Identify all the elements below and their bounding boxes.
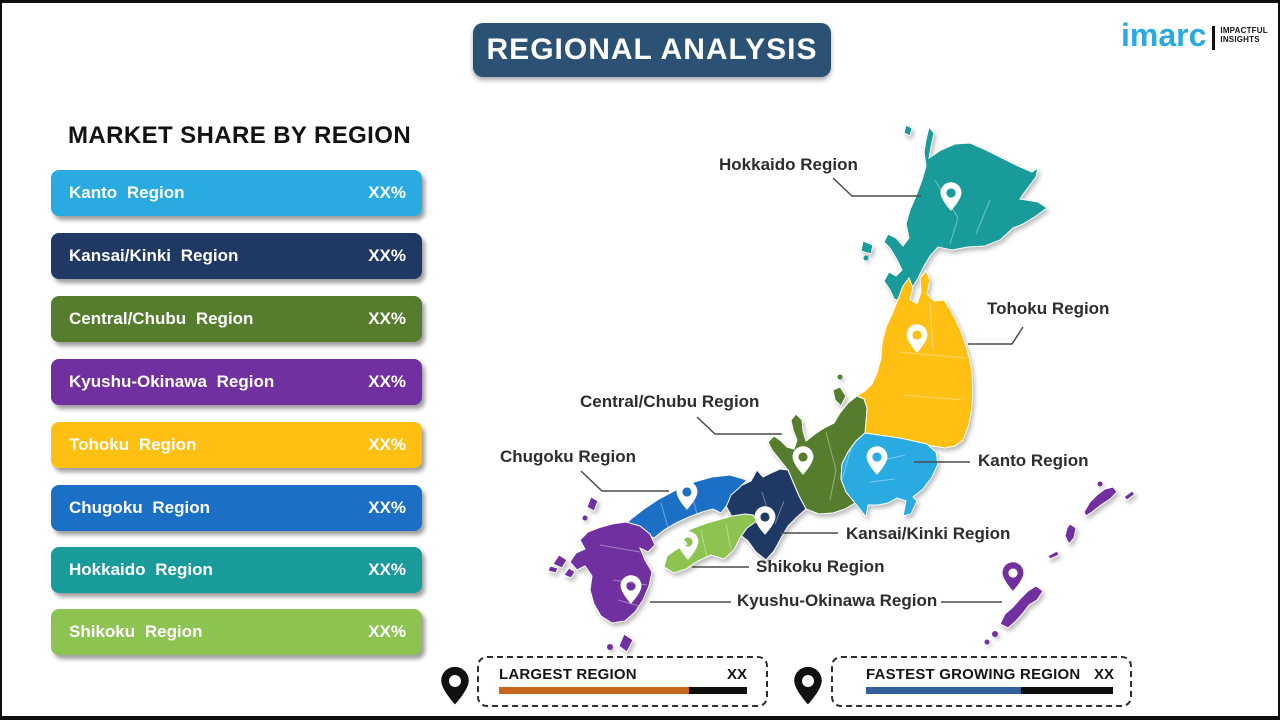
legend-largest-meter-black [689,687,747,694]
legend-largest-meter-color [499,687,689,694]
callout-line-central-chubu [696,416,782,435]
pin-kansai [754,506,776,535]
share-bar-chugoku: Chugoku Region XX% [51,485,422,531]
logo-tagline-line1: IMPACTFUL [1220,26,1268,35]
frame-edge-left [0,0,2,720]
pin-okinawa [1002,562,1024,591]
map-label-shikoku: Shikoku Region [756,557,885,576]
legend-fastest-value: XX [1093,666,1114,683]
page-title: REGIONAL ANALYSIS [486,33,818,66]
pin-shikoku [677,531,699,560]
callout-lines [580,177,1024,603]
share-bar-label: Central/Chubu Region [69,309,254,328]
pin-kyushu [620,575,642,604]
share-bar-chubu: Central/Chubu Region XX% [51,296,422,342]
map-label-tohoku: Tohoku Region [987,299,1110,318]
pin-hokkaido [940,182,962,211]
pin-chugoku [676,481,698,510]
legend-fastest-region: FASTEST GROWING REGION XX [831,656,1132,707]
share-bar-kyushu-okinawa: Kyushu-Okinawa Region XX% [51,359,422,405]
share-bar-value: XX% [368,622,406,641]
pin-kanto [866,446,888,475]
share-bar-label: Tohoku Region [69,435,197,454]
legend-fastest-meter [866,687,1114,694]
share-bar-kanto: Kanto Region XX% [51,170,422,216]
frame-edge-bottom [0,716,1280,720]
legend-largest-meter [499,687,747,694]
pin-tohoku [906,324,928,353]
pin-legend-fastest [794,666,822,705]
map-label-kansai-kinki: Kansai/Kinki Region [846,524,1011,543]
legend-fastest-meter-black [1021,687,1113,694]
legend-largest-label: LARGEST REGION [499,666,637,683]
share-bar-label: Kyushu-Okinawa Region [69,372,275,391]
map-label-kanto: Kanto Region [978,451,1089,470]
imarc-logo: imarc IMPACTFUL INSIGHTS [1121,17,1268,53]
share-bar-label: Chugoku Region [69,498,210,517]
frame-edge-right [1278,0,1280,720]
imarc-logo-wordmark: imarc [1121,17,1207,53]
share-bar-hokkaido: Hokkaido Region XX% [51,547,422,593]
pin-legend-largest [441,666,469,705]
frame-edge-top [0,0,1280,3]
callout-line-hokkaido [832,177,921,197]
map-label-kyushu-okinawa: Kyushu-Okinawa Region [737,591,938,610]
share-bar-value: XX% [368,309,406,328]
map-label-hokkaido: Hokkaido Region [719,155,858,174]
share-bar-tohoku: Tohoku Region XX% [51,422,422,468]
map-label-chugoku: Chugoku Region [500,447,636,466]
map-region-tohoku [855,270,974,449]
share-bar-label: Kanto Region [69,183,185,202]
legend-largest-value: XX [726,666,747,683]
logo-tagline: IMPACTFUL INSIGHTS [1220,26,1267,44]
market-share-heading: MARKET SHARE BY REGION [68,122,412,149]
share-bar-value: XX% [368,372,406,391]
callout-line-chugoku [580,470,669,492]
map-label-central-chubu: Central/Chubu Region [580,392,760,411]
prefecture-borders [599,179,991,607]
logo-divider [1212,26,1216,50]
share-bar-shikoku: Shikoku Region XX% [51,609,422,655]
map-region-kanto [840,432,939,519]
share-bar-kansai: Kansai/Kinki Region XX% [51,233,422,279]
map-pins [441,182,1024,705]
legend-fastest-label: FASTEST GROWING REGION [866,666,1081,683]
map-region-hokkaido [860,124,1048,303]
share-bar-value: XX% [368,183,406,202]
share-bar-value: XX% [368,498,406,517]
pin-chubu [792,446,814,475]
callout-line-tohoku [968,326,1024,345]
title-banner: REGIONAL ANALYSIS [473,23,831,77]
share-bar-value: XX% [368,435,406,454]
legend-fastest-meter-color [866,687,1021,694]
share-bar-label: Hokkaido Region [69,560,213,579]
logo-tagline-line2: INSIGHTS [1220,35,1260,44]
share-bar-label: Shikoku Region [69,622,203,641]
legend-largest-region: LARGEST REGION XX [477,656,768,707]
share-bar-label: Kansai/Kinki Region [69,246,239,265]
share-bar-value: XX% [368,246,406,265]
share-bar-value: XX% [368,560,406,579]
